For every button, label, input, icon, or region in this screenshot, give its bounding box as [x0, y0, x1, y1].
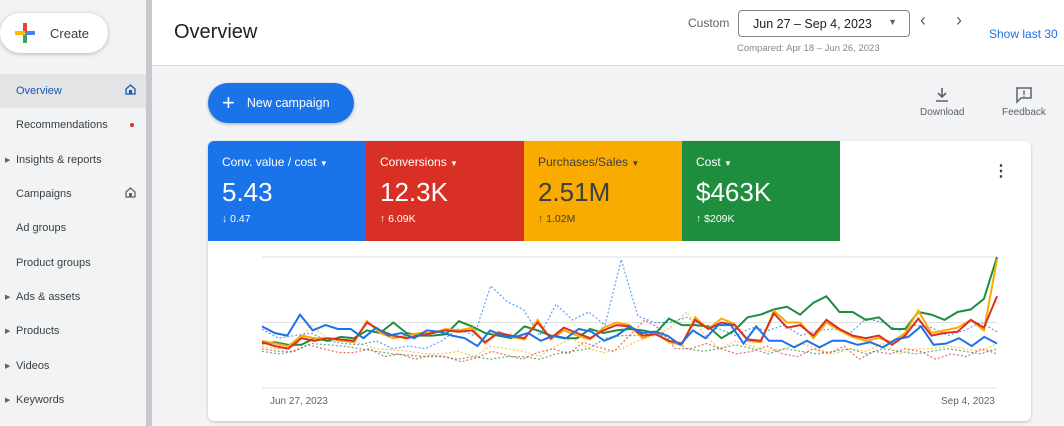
- plus-icon: [15, 23, 35, 43]
- home-icon: [125, 84, 136, 98]
- sidebar-item-label: Ad groups: [16, 222, 67, 235]
- header: Overview Custom Jun 27 – Sep 4, 2023 ▼ Co…: [152, 0, 1064, 66]
- metric-change: ↑ 1.02M: [538, 213, 576, 225]
- series-line-conv-value-cost: [261, 312, 998, 349]
- compared-range: Compared: Apr 18 – Jun 26, 2023: [737, 43, 880, 54]
- metric-label[interactable]: Conversions ▼: [380, 155, 458, 169]
- sidebar-item-product-groups[interactable]: Product groups: [0, 245, 146, 279]
- metric-value: $463K: [696, 177, 772, 207]
- metric-tile-conversions[interactable]: Conversions ▼ 12.3K ↑ 6.09K: [366, 141, 524, 241]
- performance-card: Conv. value / cost ▼ 5.43 ↓ 0.47 Conversion…: [208, 141, 1031, 421]
- dropdown-icon: ▼: [724, 159, 732, 168]
- expand-caret-icon: ▶: [5, 328, 11, 336]
- metric-label[interactable]: Purchases/Sales ▼: [538, 155, 640, 169]
- metric-tile-cost[interactable]: Cost ▼ $463K ↑ $209K: [682, 141, 840, 241]
- sidebar-divider[interactable]: [146, 0, 152, 426]
- sidebar-item-recommendations[interactable]: Recommendations: [0, 108, 146, 142]
- feedback-icon: [1016, 87, 1032, 104]
- metric-tile-conv-value-cost[interactable]: Conv. value / cost ▼ 5.43 ↓ 0.47: [208, 141, 366, 241]
- notification-dot: [130, 123, 134, 128]
- sidebar-item-label: Keywords: [16, 393, 65, 406]
- sidebar-item-overview[interactable]: Overview: [0, 74, 146, 109]
- sidebar-item-ad-groups[interactable]: Ad groups: [0, 211, 146, 245]
- series-line-conversions-compared-: [261, 319, 998, 363]
- sidebar-item-label: Videos: [16, 359, 50, 372]
- sidebar-item-campaigns[interactable]: Campaigns: [0, 177, 146, 211]
- dropdown-icon: ▼: [631, 159, 640, 168]
- download-button[interactable]: Download: [920, 86, 964, 118]
- sidebar: Create Overview Recommendations ▶ Insights …: [0, 0, 146, 426]
- sidebar-item-keywords[interactable]: ▶ Keywords: [0, 383, 146, 417]
- download-label: Download: [920, 107, 965, 118]
- expand-caret-icon: ▶: [5, 156, 11, 164]
- show-last-30-link[interactable]: Show last 30: [989, 27, 1058, 41]
- sidebar-item-label: Product groups: [16, 256, 91, 269]
- expand-caret-icon: ▶: [5, 293, 11, 301]
- sidebar-item-label: Recommendations: [16, 119, 108, 132]
- new-campaign-label: New campaign: [246, 96, 330, 110]
- feedback-button[interactable]: Feedback: [1002, 86, 1046, 118]
- sidebar-item-label: Insights & reports: [16, 153, 102, 166]
- x-axis-start-label: Jun 27, 2023: [270, 396, 328, 407]
- metric-change: ↓ 0.47: [222, 213, 251, 225]
- download-icon: [936, 88, 949, 102]
- performance-chart: [261, 256, 998, 389]
- dropdown-icon: ▼: [319, 159, 328, 168]
- sidebar-item-products[interactable]: ▶ Products: [0, 314, 146, 348]
- dropdown-icon: ▼: [450, 159, 458, 168]
- expand-caret-icon: ▶: [5, 396, 11, 404]
- more-options-icon[interactable]: ⋮: [993, 163, 1009, 180]
- sidebar-item-label: Overview: [16, 85, 62, 98]
- metric-change: ↑ $209K: [696, 213, 735, 225]
- expand-caret-icon: ▶: [5, 362, 11, 370]
- sidebar-item-ads-assets[interactable]: ▶ Ads & assets: [0, 280, 146, 314]
- series-line-conv-value-cost-compared-: [261, 257, 998, 350]
- dropdown-icon: ▼: [888, 17, 897, 27]
- date-preset-label: Custom: [688, 16, 730, 30]
- series-line-purchases-sales: [261, 259, 998, 348]
- series-line-cost: [261, 256, 998, 346]
- sidebar-item-insights-reports[interactable]: ▶ Insights & reports: [0, 143, 146, 177]
- sidebar-item-videos[interactable]: ▶ Videos: [0, 348, 146, 382]
- metric-value: 12.3K: [380, 177, 448, 207]
- metric-label[interactable]: Conv. value / cost ▼: [222, 155, 328, 169]
- page-title: Overview: [174, 21, 258, 43]
- feedback-label: Feedback: [1002, 107, 1046, 118]
- home-icon: [125, 187, 136, 201]
- metric-label[interactable]: Cost ▼: [696, 155, 732, 169]
- previous-period-button[interactable]: ‹: [920, 10, 926, 30]
- date-range-picker[interactable]: Jun 27 – Sep 4, 2023 ▼: [738, 10, 910, 37]
- create-label: Create: [50, 25, 90, 41]
- sidebar-item-label: Ads & assets: [16, 290, 81, 303]
- sidebar-nav: Overview Recommendations ▶ Insights & repor…: [0, 74, 146, 417]
- create-button[interactable]: Create: [0, 13, 108, 53]
- metric-value: 2.51M: [538, 177, 611, 207]
- next-period-button[interactable]: ›: [956, 10, 962, 30]
- metric-change: ↑ 6.09K: [380, 213, 416, 225]
- metric-tile-purchases-sales[interactable]: Purchases/Sales ▼ 2.51M ↑ 1.02M: [524, 141, 682, 241]
- x-axis-end-label: Sep 4, 2023: [941, 396, 995, 407]
- metric-value: 5.43: [222, 177, 273, 207]
- date-range-value: Jun 27 – Sep 4, 2023: [753, 17, 872, 31]
- sidebar-item-label: Campaigns: [16, 188, 72, 201]
- plus-icon: +: [222, 90, 235, 115]
- sidebar-item-label: Products: [16, 325, 60, 338]
- new-campaign-button[interactable]: + New campaign: [208, 83, 354, 123]
